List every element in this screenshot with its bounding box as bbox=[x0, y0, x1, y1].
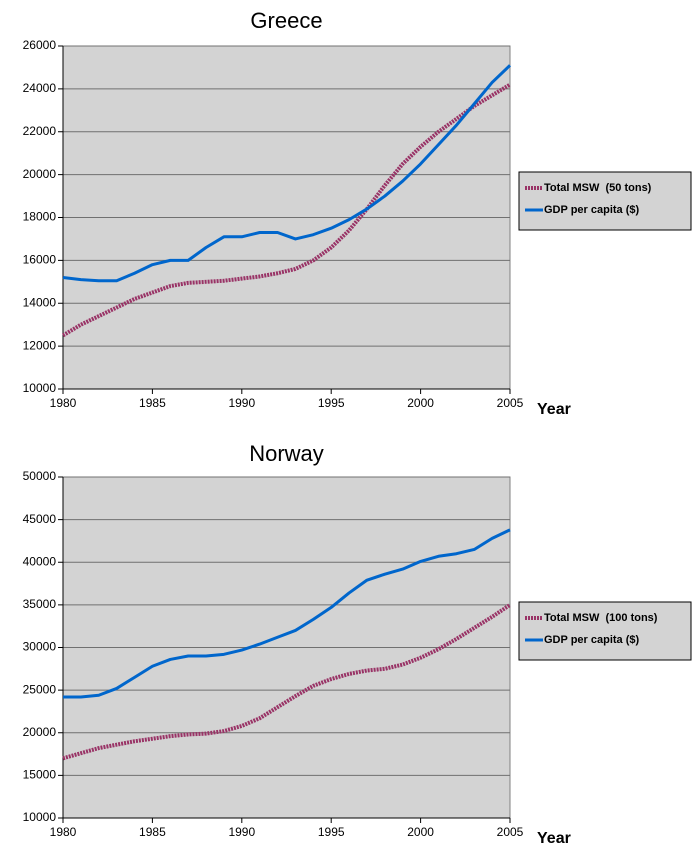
y-tick-label: 20000 bbox=[23, 167, 57, 181]
y-tick-label: 50000 bbox=[23, 469, 57, 483]
x-axis-label: Year bbox=[537, 401, 571, 418]
chart-title: Greece bbox=[250, 8, 322, 33]
x-tick-label: 1985 bbox=[139, 825, 166, 839]
legend bbox=[518, 171, 692, 231]
x-axis-label: Year bbox=[537, 830, 571, 847]
y-tick-label: 45000 bbox=[23, 512, 57, 526]
x-tick-label: 1990 bbox=[228, 396, 255, 410]
x-tick-label: 2000 bbox=[407, 825, 434, 839]
y-tick-label: 26000 bbox=[23, 38, 57, 52]
y-tick-label: 12000 bbox=[23, 338, 57, 352]
y-tick-label: 15000 bbox=[23, 768, 57, 782]
legend-label: Total MSW (100 tons) bbox=[544, 612, 658, 624]
legend-label: Total MSW (50 tons) bbox=[544, 182, 652, 194]
x-tick-label: 1980 bbox=[50, 825, 77, 839]
y-tick-label: 10000 bbox=[23, 381, 57, 395]
y-tick-label: 16000 bbox=[23, 253, 57, 267]
x-tick-label: 2005 bbox=[497, 396, 524, 410]
x-tick-label: 1995 bbox=[318, 396, 345, 410]
x-tick-label: 1990 bbox=[228, 825, 255, 839]
y-tick-label: 25000 bbox=[23, 682, 57, 696]
y-tick-label: 22000 bbox=[23, 124, 57, 138]
x-tick-label: 2005 bbox=[497, 825, 524, 839]
data-line bbox=[62, 603, 512, 761]
x-tick-label: 2000 bbox=[407, 396, 434, 410]
legend-label: GDP per capita ($) bbox=[544, 204, 639, 216]
data-line bbox=[62, 64, 512, 283]
legend bbox=[518, 601, 692, 661]
data-line bbox=[63, 528, 511, 699]
y-tick-label: 20000 bbox=[23, 725, 57, 739]
y-tick-label: 10000 bbox=[23, 810, 57, 824]
chart-title: Norway bbox=[249, 441, 324, 466]
y-tick-label: 35000 bbox=[23, 597, 57, 611]
y-tick-label: 18000 bbox=[23, 210, 57, 224]
y-tick-label: 24000 bbox=[23, 81, 57, 95]
y-tick-label: 30000 bbox=[23, 640, 57, 654]
x-tick-label: 1995 bbox=[318, 825, 345, 839]
x-tick-label: 1980 bbox=[50, 396, 77, 410]
legend-label: GDP per capita ($) bbox=[544, 634, 639, 646]
y-tick-label: 40000 bbox=[23, 554, 57, 568]
data-line bbox=[61, 82, 512, 338]
y-tick-label: 14000 bbox=[23, 295, 57, 309]
x-tick-label: 1985 bbox=[139, 396, 166, 410]
